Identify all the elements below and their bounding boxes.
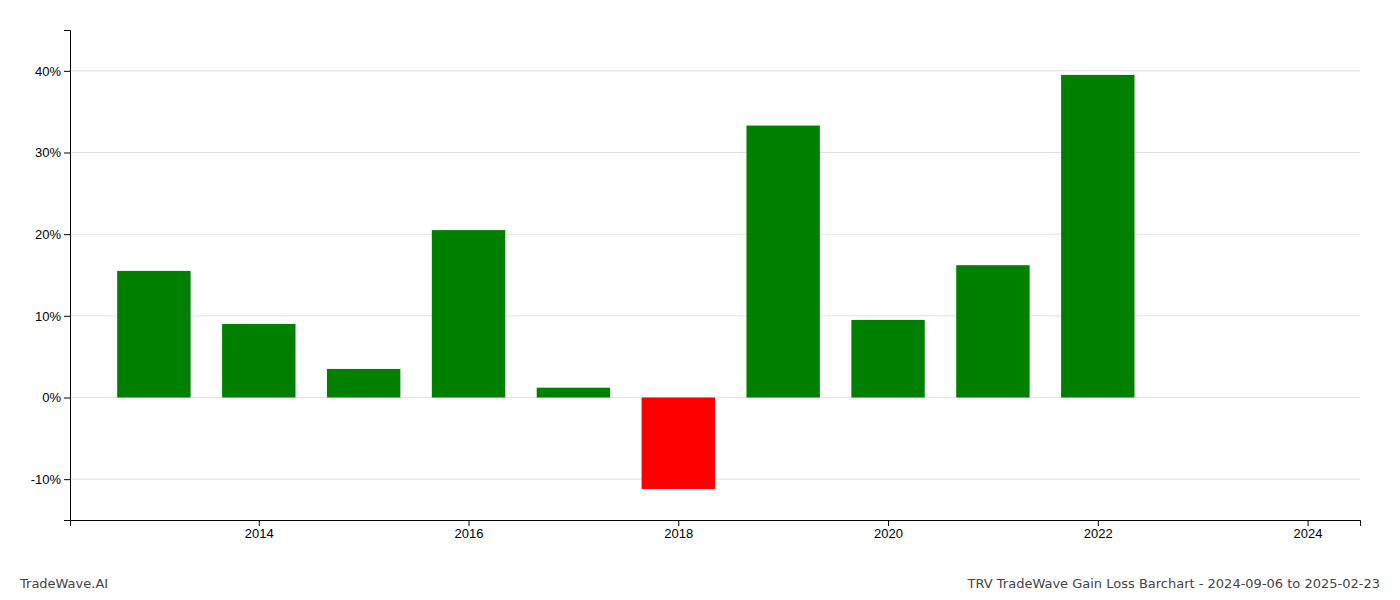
x-axis-line (71, 521, 1361, 527)
x-tick: 2024 (1294, 520, 1323, 541)
grid-line (70, 152, 1360, 153)
bar (537, 388, 610, 398)
bar (117, 271, 190, 398)
title: TRV TradeWave Gain Loss Barchart - 2024-… (967, 576, 1380, 591)
y-tick-mark (64, 398, 70, 399)
y-axis: -10% 0% 10% 20% 30% 40% (31, 31, 71, 521)
x-tick-mark (1308, 520, 1309, 526)
x-tick-label: 2024 (1294, 526, 1323, 541)
bars (117, 75, 1134, 489)
y-tick-mark (64, 153, 70, 154)
x-tick-label: 2016 (455, 526, 484, 541)
y-tick-label: 10% (35, 308, 61, 323)
plot: 2014 2016 2018 2020 2022 2024 -10% 0% 10% 20% 30% 4… (31, 31, 1361, 542)
x-tick-label: 2014 (245, 526, 274, 541)
y-tick-mark (64, 479, 70, 480)
x-tick-mark (678, 520, 679, 526)
grid-line (70, 234, 1360, 235)
grid-line (70, 70, 1360, 71)
y-tick-label: -10% (31, 472, 62, 487)
y-axis-line (64, 31, 71, 521)
bar (1166, 397, 1239, 398)
bar (642, 398, 715, 489)
y-tick-label: 0% (42, 390, 61, 405)
bar (222, 324, 295, 398)
y-tick-label: 40% (35, 63, 61, 78)
chart: 2014 2016 2018 2020 2022 2024 -10% 0% 10% 20% 30% 4… (0, 0, 1400, 600)
y-tick-mark (64, 71, 70, 72)
y-tick-label: 20% (35, 227, 61, 242)
grid-line (70, 315, 1360, 316)
y-tick: 30% (35, 145, 70, 160)
y-tick-mark (64, 316, 70, 317)
x-tick-label: 2020 (874, 526, 903, 541)
y-tick: 10% (35, 308, 70, 323)
y-tick: 40% (35, 63, 70, 78)
annotation: TradeWave.AI (19, 576, 108, 591)
bar (851, 320, 924, 398)
x-axis: 2014 2016 2018 2020 2022 2024 (71, 520, 1361, 541)
bar (746, 126, 819, 398)
y-tick-mark (64, 234, 70, 235)
x-tick-mark (469, 520, 470, 526)
x-tick-mark (888, 520, 889, 526)
x-tick: 2022 (1084, 520, 1113, 541)
x-tick-mark (1098, 520, 1099, 526)
bar (327, 369, 400, 398)
bar (1061, 75, 1134, 398)
y-tick: -10% (31, 472, 70, 487)
y-tick: 0% (42, 390, 70, 405)
y-tick: 20% (35, 227, 70, 242)
y-tick-label: 30% (35, 145, 61, 160)
bar (432, 230, 505, 397)
x-tick: 2018 (664, 520, 693, 541)
x-tick-label: 2022 (1084, 526, 1113, 541)
x-tick-mark (259, 520, 260, 526)
x-tick: 2014 (245, 520, 274, 541)
x-tick: 2020 (874, 520, 903, 541)
bar (956, 265, 1029, 397)
x-tick-label: 2018 (664, 526, 693, 541)
x-tick: 2016 (455, 520, 484, 541)
